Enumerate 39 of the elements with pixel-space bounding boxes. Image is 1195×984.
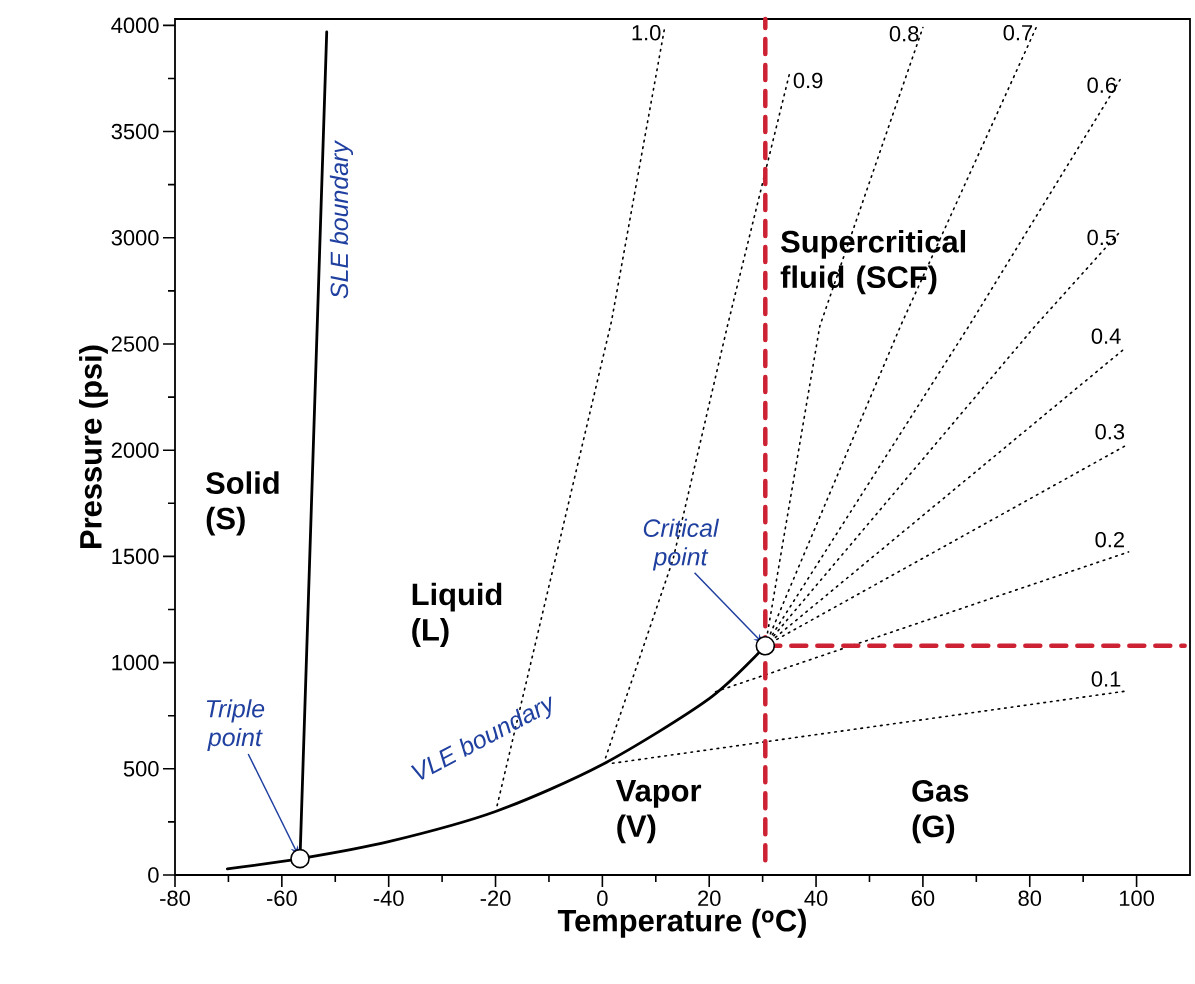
x-tick-label: 80 [1018, 890, 1042, 907]
x-tick-label: 20 [698, 890, 721, 907]
annotation: Solid (S) [206, 471, 279, 536]
x-tick-label: -80 [160, 890, 190, 907]
series-label: 0.1 [1091, 671, 1121, 687]
series-label: 0.6 [1087, 77, 1117, 93]
series-label: 0.5 [1087, 229, 1117, 246]
x-tick-label: -40 [373, 890, 404, 907]
series-label: 0.3 [1095, 423, 1125, 440]
x-tick-label: 60 [911, 890, 935, 907]
y-tick-label: 2500 [111, 336, 159, 352]
y-tick-label: 1000 [112, 654, 159, 671]
y-tick-label: 3500 [111, 123, 159, 140]
y-tick-label: 2000 [111, 442, 159, 458]
y-tick-label: 4000 [111, 17, 159, 34]
x-tick-label: -20 [480, 890, 511, 907]
y-tick-label: 0 [148, 867, 159, 883]
series-label: 0.7 [1003, 24, 1033, 41]
y-tick-label: 1500 [112, 548, 159, 565]
x-tick-label: 0 [597, 890, 608, 907]
series-label: 0.2 [1095, 531, 1124, 548]
series-label: 1.0 [632, 24, 661, 41]
annotation: Supercritical fluid (SCF) [780, 229, 966, 295]
y-tick-label: 3000 [111, 230, 159, 246]
y-axis-title: Pressure (psi) [79, 345, 108, 548]
annotation: Liquid (L) [412, 582, 502, 647]
series-label: 0.9 [793, 72, 823, 89]
annotation: Gas (G) [912, 779, 969, 844]
x-tick-label: -60 [266, 890, 297, 907]
x-axis-title: Temperature ($^{o}$C) [557, 908, 806, 938]
series-label: 0.4 [1091, 328, 1121, 344]
series-label: 0.8 [889, 26, 919, 42]
x-tick-label: 100 [1119, 890, 1154, 907]
y-tick-label: 500 [123, 761, 159, 777]
annotation: Critical point [643, 518, 720, 571]
annotation: SLE boundary [329, 140, 354, 299]
annotation: Vapor (V) [615, 780, 702, 844]
x-tick-label: 40 [804, 890, 828, 907]
annotation: Triple point [206, 699, 265, 752]
